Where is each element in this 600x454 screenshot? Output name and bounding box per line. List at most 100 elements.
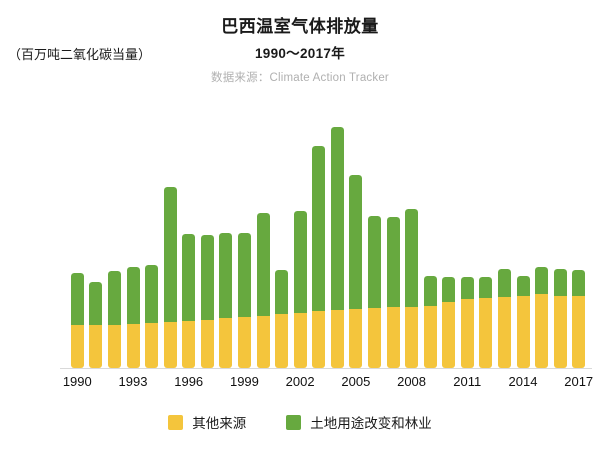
plot-area bbox=[68, 92, 588, 368]
legend-swatch-icon bbox=[286, 414, 302, 430]
bar-segment-land-use bbox=[516, 276, 530, 297]
bar-segment-other-sources bbox=[237, 316, 251, 368]
bar-segment-other-sources bbox=[442, 301, 456, 368]
bar-1998 bbox=[219, 232, 233, 368]
bar-segment-other-sources bbox=[107, 324, 121, 368]
bar-2006 bbox=[367, 215, 381, 368]
page-title: 巴西温室气体排放量 bbox=[221, 17, 379, 36]
bar-1990 bbox=[70, 272, 84, 368]
bar-segment-land-use bbox=[312, 145, 326, 312]
bar-segment-other-sources bbox=[163, 322, 177, 368]
bar-segment-land-use bbox=[200, 234, 214, 320]
bar-2017 bbox=[572, 270, 586, 368]
bar-segment-other-sources bbox=[423, 305, 437, 368]
x-axis-tick-label: 2008 bbox=[397, 374, 427, 389]
bar-segment-other-sources bbox=[200, 319, 214, 368]
bar-segment-land-use bbox=[89, 282, 103, 326]
bar-segment-other-sources bbox=[70, 325, 84, 368]
bar-2007 bbox=[386, 216, 400, 368]
x-axis-line bbox=[60, 368, 592, 369]
bar-2001 bbox=[275, 270, 289, 368]
bar-segment-land-use bbox=[293, 210, 307, 313]
bar-segment-other-sources bbox=[275, 314, 289, 368]
bar-segment-other-sources bbox=[386, 307, 400, 368]
x-axis-tick-label: 1990 bbox=[62, 374, 92, 389]
bar-segment-land-use bbox=[70, 272, 84, 326]
bar-segment-land-use bbox=[182, 234, 196, 322]
bar-segment-land-use bbox=[423, 276, 437, 306]
bar-segment-land-use bbox=[145, 265, 159, 324]
bar-segment-other-sources bbox=[367, 307, 381, 368]
bar-segment-land-use bbox=[386, 216, 400, 308]
x-axis-tick-label: 2002 bbox=[285, 374, 315, 389]
bar-segment-other-sources bbox=[182, 321, 196, 368]
bar-segment-land-use bbox=[442, 276, 456, 302]
x-axis-tick-label: 2005 bbox=[341, 374, 371, 389]
x-axis-tick-label: 1996 bbox=[174, 374, 204, 389]
bar-2010 bbox=[442, 276, 456, 368]
bar-2015 bbox=[535, 266, 549, 368]
bar-segment-other-sources bbox=[553, 296, 567, 368]
bar-1995 bbox=[163, 187, 177, 368]
bar-segment-other-sources bbox=[126, 323, 140, 368]
bar-2008 bbox=[405, 209, 419, 368]
bar-1993 bbox=[126, 267, 140, 368]
bar-segment-land-use bbox=[572, 270, 586, 297]
bar-segment-land-use bbox=[460, 276, 474, 299]
bar-2003 bbox=[312, 145, 326, 368]
x-axis-tick-label: 2011 bbox=[453, 374, 482, 389]
bar-2005 bbox=[349, 174, 363, 368]
bar-segment-land-use bbox=[107, 271, 121, 325]
bar-segment-other-sources bbox=[256, 315, 270, 368]
bar-1999 bbox=[237, 233, 251, 368]
bar-segment-land-use bbox=[219, 232, 233, 319]
bar-segment-other-sources bbox=[535, 294, 549, 368]
bar-2011 bbox=[460, 276, 474, 368]
legend: 其他来源 土地用途改变和林业 bbox=[0, 412, 600, 432]
bar-segment-other-sources bbox=[293, 312, 307, 368]
bar-segment-land-use bbox=[553, 268, 567, 297]
y-axis-unit-label: （百万吨二氧化碳当量） bbox=[8, 47, 152, 62]
bar-2009 bbox=[423, 276, 437, 368]
chart-source: 数据来源：Climate Action Tracker bbox=[211, 72, 389, 84]
bar-segment-land-use bbox=[275, 270, 289, 315]
bar-2016 bbox=[553, 268, 567, 368]
bar-segment-other-sources bbox=[479, 297, 493, 368]
bar-1997 bbox=[200, 234, 214, 368]
bar-segment-other-sources bbox=[312, 311, 326, 368]
bar-segment-land-use bbox=[237, 233, 251, 317]
bar-series-container bbox=[68, 92, 588, 368]
bar-segment-other-sources bbox=[460, 299, 474, 368]
legend-item-label: 土地用途改变和林业 bbox=[310, 416, 432, 431]
bar-segment-other-sources bbox=[497, 296, 511, 368]
bar-segment-land-use bbox=[330, 126, 344, 311]
legend-swatch-icon bbox=[168, 414, 184, 430]
legend-item[interactable]: 土地用途改变和林业 bbox=[286, 412, 432, 432]
bar-2012 bbox=[479, 276, 493, 368]
legend-item-label: 其他来源 bbox=[192, 416, 247, 431]
bar-segment-land-use bbox=[163, 187, 177, 323]
bar-segment-land-use bbox=[479, 276, 493, 298]
bar-2000 bbox=[256, 213, 270, 368]
bar-segment-other-sources bbox=[89, 325, 103, 368]
bar-segment-land-use bbox=[349, 174, 363, 309]
bar-1991 bbox=[89, 282, 103, 368]
bar-segment-land-use bbox=[405, 209, 419, 307]
bar-segment-other-sources bbox=[330, 310, 344, 368]
bar-1996 bbox=[182, 234, 196, 368]
bar-segment-land-use bbox=[367, 215, 381, 308]
bar-segment-land-use bbox=[126, 267, 140, 324]
x-axis-tick-label: 1999 bbox=[229, 374, 259, 389]
bar-2002 bbox=[293, 210, 307, 368]
bar-segment-other-sources bbox=[349, 308, 363, 368]
bar-2013 bbox=[497, 268, 511, 368]
bar-segment-land-use bbox=[497, 268, 511, 297]
x-axis-tick-label: 1993 bbox=[118, 374, 148, 389]
legend-item[interactable]: 其他来源 bbox=[168, 412, 246, 432]
bar-2004 bbox=[330, 126, 344, 368]
bar-segment-other-sources bbox=[219, 318, 233, 368]
bar-segment-land-use bbox=[256, 213, 270, 316]
x-axis-tick-label: 2017 bbox=[564, 374, 594, 389]
bar-1992 bbox=[107, 271, 121, 368]
